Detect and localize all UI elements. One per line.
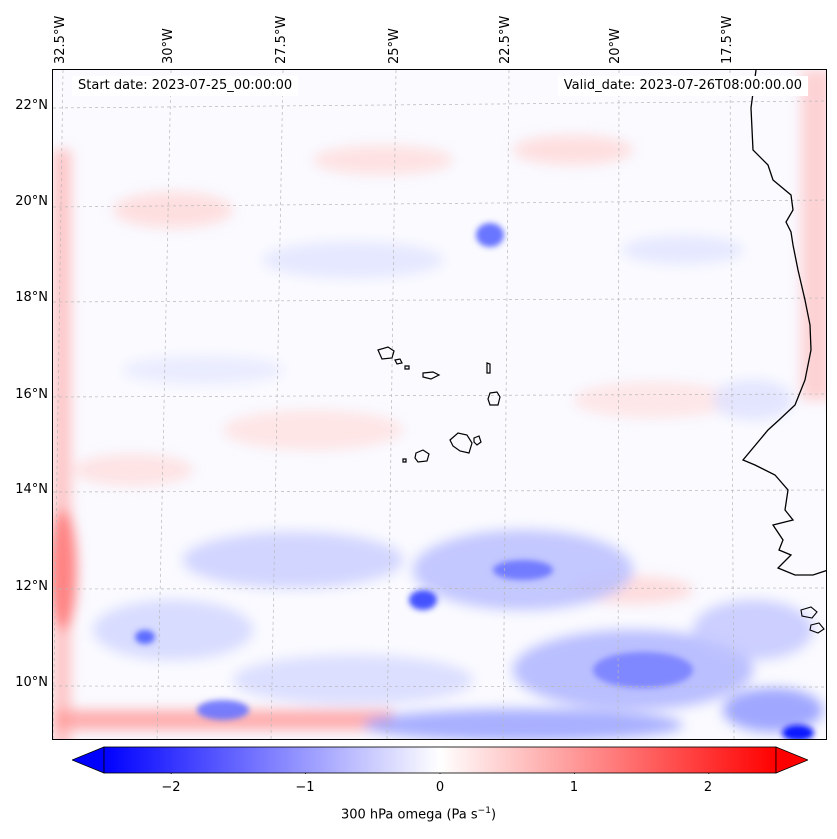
colorbar-label-text: 300 hPa omega (Pa s [340, 807, 478, 823]
colorbar-tick-2: 2 [703, 780, 713, 795]
colorbar-tick-0: 0 [435, 780, 445, 795]
colorbar-label: 300 hPa omega (Pa s−1) [0, 806, 837, 822]
omega-field-map [53, 70, 826, 739]
map-area [52, 69, 827, 740]
colorbar-tick-1: 1 [569, 780, 579, 795]
lat-label-20n: 20°N [15, 194, 48, 209]
colorbar-body [103, 746, 777, 774]
start-date-label: Start date: 2023-07-25_00:00:00 [72, 76, 299, 96]
colorbar-label-close: ) [490, 807, 497, 823]
lat-label-16n: 16°N [15, 387, 48, 402]
lon-label-17-5w: 17.5°W [720, 15, 735, 64]
lon-label-20w: 20°W [608, 28, 623, 64]
coast-islands [800, 606, 825, 634]
valid-date-label: Valid_date: 2023-07-26T08:00:00.00 [557, 76, 808, 96]
lon-label-25w: 25°W [387, 28, 402, 64]
lon-label-30w: 30°W [161, 28, 176, 64]
colorbar-tick-neg2: −2 [161, 780, 181, 795]
lon-label-27-5w: 27.5°W [274, 15, 289, 64]
colorbar [72, 746, 808, 774]
colorbar-extend-max [775, 746, 808, 774]
lat-label-22n: 22°N [15, 98, 48, 113]
graticule [53, 70, 826, 739]
lat-label-10n: 10°N [15, 675, 48, 690]
lon-label-32-5w: 32.5°W [53, 15, 68, 64]
african-coastline [741, 70, 826, 576]
lat-label-14n: 14°N [15, 482, 48, 497]
colorbar-label-exponent: −1 [477, 806, 491, 816]
omega-field [53, 70, 826, 739]
cape-verde-islands [377, 346, 501, 463]
colorbar-extend-min [72, 746, 105, 774]
lat-label-12n: 12°N [15, 579, 48, 594]
lat-label-18n: 18°N [15, 290, 48, 305]
lon-label-22-5w: 22.5°W [498, 15, 513, 64]
colorbar-tick-neg1: −1 [295, 780, 315, 795]
